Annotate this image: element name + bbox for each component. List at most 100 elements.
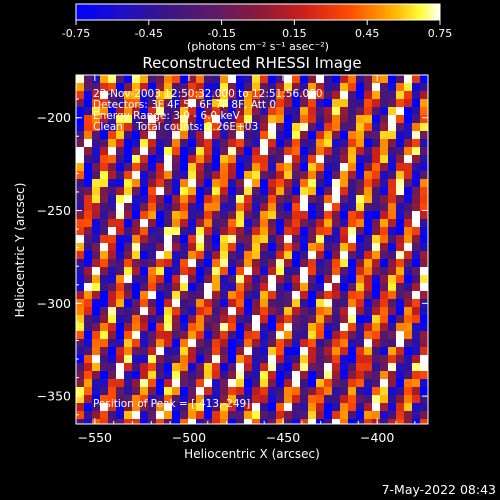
heatmap-cell xyxy=(116,347,125,356)
heatmap-cell xyxy=(260,99,269,108)
y-tick-label: −200 xyxy=(37,110,71,125)
heatmap-cell xyxy=(228,307,237,316)
heatmap-cell xyxy=(380,163,389,172)
heatmap-cell xyxy=(332,155,341,164)
heatmap-cell xyxy=(156,99,165,108)
heatmap-cell xyxy=(84,227,93,236)
heatmap-cell xyxy=(196,347,205,356)
heatmap-cell xyxy=(260,283,269,292)
heatmap-cell xyxy=(316,203,325,212)
heatmap-cell xyxy=(388,187,397,196)
heatmap-cell xyxy=(252,419,261,424)
heatmap-cell xyxy=(300,339,309,348)
heatmap-cell xyxy=(148,379,157,388)
heatmap-cell xyxy=(276,123,285,132)
heatmap-cell xyxy=(196,123,205,132)
heatmap-cell xyxy=(388,387,397,396)
heatmap-cell xyxy=(260,219,269,228)
heatmap-cell xyxy=(92,147,101,156)
heatmap-cell xyxy=(348,339,357,348)
heatmap-cell xyxy=(196,355,205,364)
heatmap-cell xyxy=(340,379,349,388)
heatmap-cell xyxy=(84,331,93,340)
heatmap-cell xyxy=(308,283,317,292)
heatmap-cell xyxy=(124,83,133,92)
heatmap-cell xyxy=(292,307,301,316)
heatmap-cell xyxy=(172,99,181,108)
heatmap-cell xyxy=(172,363,181,372)
heatmap-cell xyxy=(148,251,157,260)
heatmap-cell xyxy=(388,219,397,228)
colorbar: -0.75 -0.45 -0.15 0.15 0.45 0.75 (photons cm⁻… xyxy=(62,3,452,53)
heatmap-cell xyxy=(268,323,277,332)
x-axis-label: Heliocentric X (arcsec) xyxy=(184,447,320,461)
heatmap-cell xyxy=(180,187,189,196)
heatmap-cell xyxy=(284,187,293,196)
heatmap-cell xyxy=(108,315,117,324)
heatmap-cell xyxy=(236,259,245,268)
heatmap-cell xyxy=(100,363,109,372)
heatmap-cell xyxy=(404,323,413,332)
heatmap-cell xyxy=(372,395,381,404)
heatmap-cell xyxy=(92,283,101,292)
heatmap-cell xyxy=(124,307,133,316)
heatmap-cell xyxy=(188,179,197,188)
heatmap-cell xyxy=(292,299,301,308)
heatmap-cell xyxy=(380,267,389,276)
heatmap-cell xyxy=(284,251,293,260)
heatmap-cell xyxy=(180,347,189,356)
heatmap-cell xyxy=(300,155,309,164)
heatmap-cell xyxy=(140,155,149,164)
heatmap-cell xyxy=(420,331,428,340)
heatmap-cell xyxy=(380,243,389,252)
heatmap-cell xyxy=(100,179,109,188)
heatmap-cell xyxy=(196,307,205,316)
heatmap-cell xyxy=(212,163,221,172)
heatmap-cell xyxy=(340,171,349,180)
heatmap-cell xyxy=(308,355,317,364)
heatmap-cell xyxy=(212,283,221,292)
heatmap-cell xyxy=(316,403,325,412)
heatmap-cell xyxy=(300,107,309,116)
heatmap-cell xyxy=(308,155,317,164)
heatmap-cell xyxy=(380,323,389,332)
heatmap-cell xyxy=(212,187,221,196)
heatmap-cell xyxy=(364,355,373,364)
heatmap-cell xyxy=(244,203,253,212)
heatmap-cell xyxy=(388,75,397,84)
heatmap-cell xyxy=(220,363,229,372)
heatmap-cell xyxy=(380,147,389,156)
heatmap-cell xyxy=(364,171,373,180)
heatmap-cell xyxy=(124,371,133,380)
heatmap-cell xyxy=(132,195,141,204)
heatmap-cell xyxy=(380,171,389,180)
heatmap-cell xyxy=(84,195,93,204)
heatmap-cell xyxy=(388,315,397,324)
heatmap-cell xyxy=(300,163,309,172)
heatmap-cell xyxy=(388,307,397,316)
heatmap-cell xyxy=(292,171,301,180)
heatmap-cell xyxy=(204,235,213,244)
heatmap-cell xyxy=(332,147,341,156)
heatmap-cell xyxy=(388,411,397,420)
heatmap-cell xyxy=(284,227,293,236)
heatmap-cell xyxy=(332,227,341,236)
heatmap-cell xyxy=(132,363,141,372)
heatmap-cell xyxy=(380,291,389,300)
heatmap-cell xyxy=(316,395,325,404)
heatmap-cell xyxy=(284,299,293,308)
heatmap-cell xyxy=(404,171,413,180)
heatmap-cell xyxy=(92,275,101,284)
heatmap-cell xyxy=(308,99,317,108)
heatmap-cell xyxy=(196,395,205,404)
y-tick-label: −250 xyxy=(37,203,71,218)
heatmap-cell xyxy=(276,147,285,156)
heatmap-cell xyxy=(140,163,149,172)
colorbar-tick-label: 0.15 xyxy=(282,27,307,40)
heatmap-cell xyxy=(172,131,181,140)
heatmap-cell xyxy=(204,267,213,276)
heatmap-cell xyxy=(388,363,397,372)
heatmap-cell xyxy=(356,91,365,100)
heatmap-cell xyxy=(212,363,221,372)
heatmap-cell xyxy=(420,323,428,332)
